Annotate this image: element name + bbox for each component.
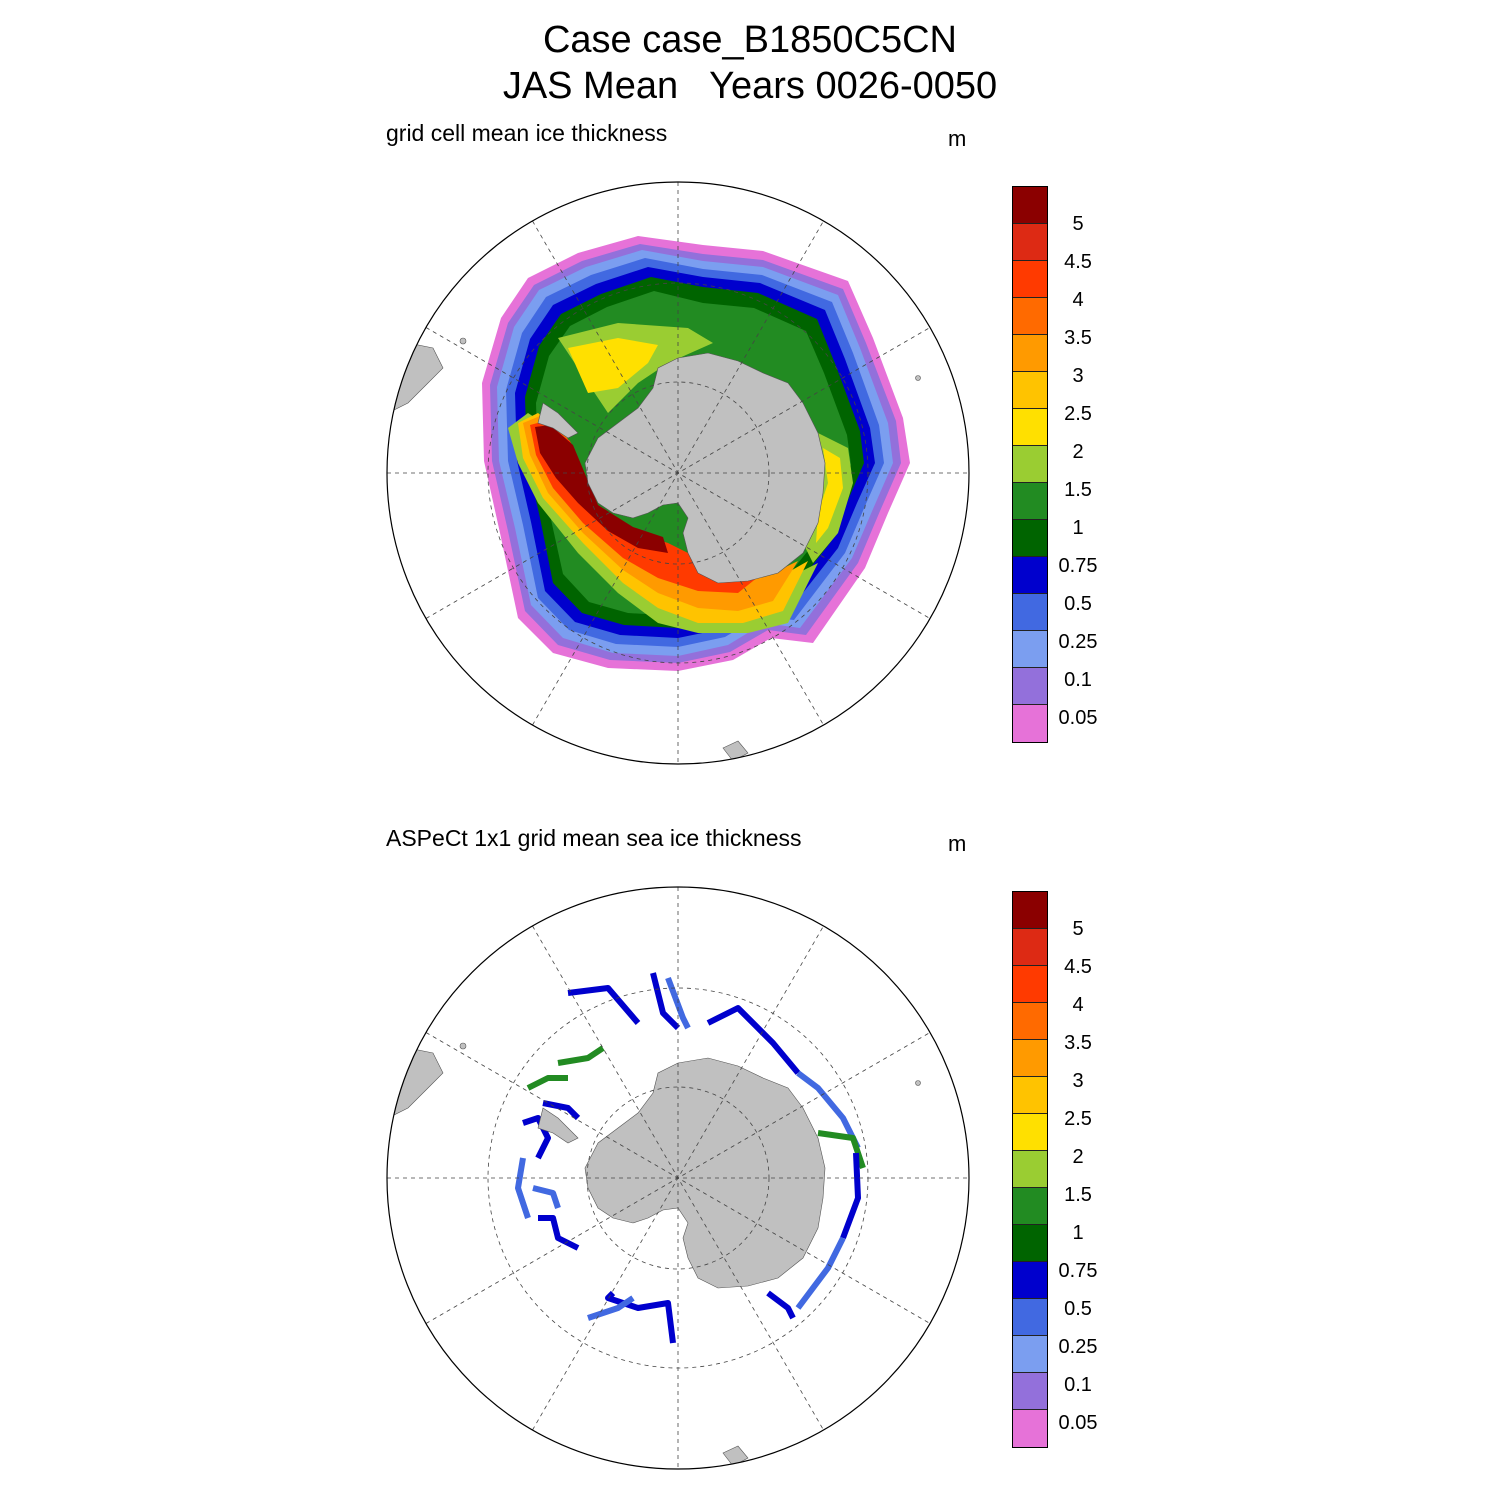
colorbar-label: 0.05 <box>1058 707 1098 729</box>
panel1-polar-map <box>386 181 970 765</box>
land <box>387 1042 921 1467</box>
colorbar-label: 5 <box>1072 918 1084 940</box>
map-border <box>386 181 970 765</box>
colorbar-label: 0.75 <box>1058 555 1098 577</box>
colorbar-label: 0.05 <box>1058 1412 1098 1434</box>
colorbar-swatch <box>1013 966 1047 1003</box>
map-border <box>386 886 970 1470</box>
panel2-units: m <box>948 831 967 856</box>
graticule <box>387 182 969 764</box>
colorbar-label: 3 <box>1072 1070 1084 1092</box>
colorbar-label: 4 <box>1072 289 1084 311</box>
colorbar-label: 2 <box>1072 441 1084 463</box>
colorbar-swatch <box>1013 1188 1047 1225</box>
colorbar-swatch <box>1013 1225 1047 1262</box>
colorbar-label: 0.5 <box>1064 593 1092 615</box>
colorbar-label: 2 <box>1072 1146 1084 1168</box>
colorbar-swatch <box>1013 1114 1047 1151</box>
colorbar-label: 1 <box>1072 1222 1084 1244</box>
colorbar-swatch <box>1013 409 1047 446</box>
colorbar-label: 0.1 <box>1064 669 1092 691</box>
colorbar-swatch <box>1013 1151 1047 1188</box>
colorbar-swatch <box>1013 1336 1047 1373</box>
colorbar-swatch <box>1013 1077 1047 1114</box>
colorbar-label: 0.75 <box>1058 1260 1098 1282</box>
panel2-polar-map <box>386 886 970 1470</box>
colorbar-label: 4.5 <box>1064 956 1092 978</box>
figure-title-line2: JAS Mean Years 0026-0050 <box>502 65 998 107</box>
colorbar-swatch <box>1013 594 1047 631</box>
colorbar-swatch <box>1013 1410 1047 1447</box>
colorbar-swatch <box>1013 298 1047 335</box>
colorbar-label: 5 <box>1072 213 1084 235</box>
colorbar-swatch <box>1013 187 1047 224</box>
colorbar-label: 1 <box>1072 517 1084 539</box>
colorbar-swatch <box>1013 1299 1047 1336</box>
colorbar-swatch <box>1013 892 1047 929</box>
colorbar-swatch <box>1013 631 1047 668</box>
panel2-colorbar <box>1012 891 1048 1448</box>
colorbar-label: 0.5 <box>1064 1298 1092 1320</box>
colorbar-swatch <box>1013 446 1047 483</box>
colorbar-label: 0.1 <box>1064 1374 1092 1396</box>
colorbar-swatch <box>1013 1040 1047 1077</box>
colorbar-label: 1.5 <box>1064 479 1092 501</box>
colorbar-swatch <box>1013 557 1047 594</box>
colorbar-swatch <box>1013 705 1047 742</box>
colorbar-swatch <box>1013 1373 1047 1410</box>
colorbar-swatch <box>1013 483 1047 520</box>
panel1-units: m <box>948 126 967 151</box>
colorbar-label: 4.5 <box>1064 251 1092 273</box>
colorbar-label: 3.5 <box>1064 327 1092 349</box>
colorbar-label: 3.5 <box>1064 1032 1092 1054</box>
colorbar-swatch <box>1013 261 1047 298</box>
colorbar-label: 4 <box>1072 994 1084 1016</box>
colorbar-swatch <box>1013 520 1047 557</box>
panel2-title: ASPeCt 1x1 grid mean sea ice thickness <box>386 825 802 851</box>
colorbar-label: 3 <box>1072 365 1084 387</box>
panel1-title: grid cell mean ice thickness <box>386 120 668 146</box>
graticule <box>387 887 969 1469</box>
colorbar-label: 0.25 <box>1058 1336 1098 1358</box>
colorbar-label: 2.5 <box>1064 403 1092 425</box>
panel1-colorbar <box>1012 186 1048 743</box>
observation-tracks <box>515 972 866 1344</box>
colorbar-swatch <box>1013 929 1047 966</box>
colorbar-swatch <box>1013 335 1047 372</box>
colorbar-swatch <box>1013 1003 1047 1040</box>
colorbar-label: 1.5 <box>1064 1184 1092 1206</box>
colorbar-swatch <box>1013 668 1047 705</box>
colorbar-swatch <box>1013 224 1047 261</box>
figure-title-line1: Case case_B1850C5CN <box>542 19 957 61</box>
colorbar-swatch <box>1013 1262 1047 1299</box>
colorbar-label: 2.5 <box>1064 1108 1092 1130</box>
land <box>387 337 921 762</box>
colorbar-label: 0.25 <box>1058 631 1098 653</box>
colorbar-swatch <box>1013 372 1047 409</box>
